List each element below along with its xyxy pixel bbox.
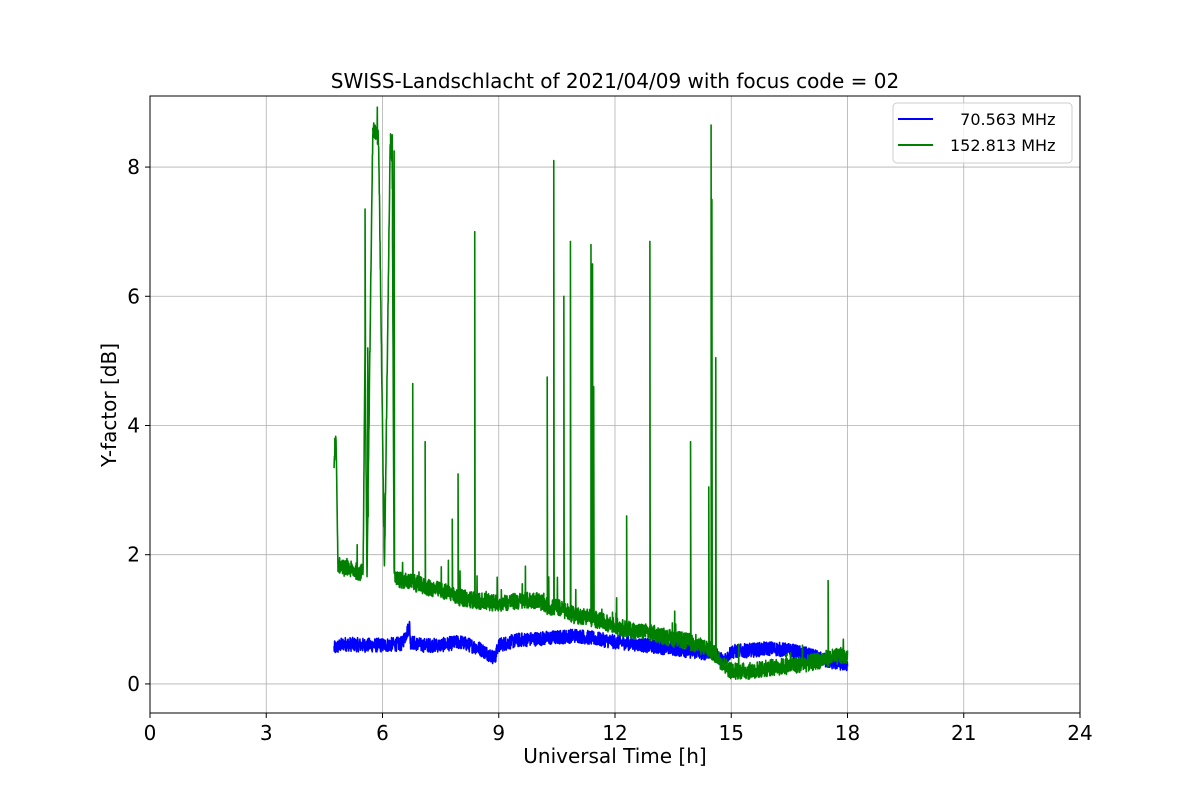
legend-label-70mhz: 70.563 MHz — [950, 110, 1055, 129]
y-tick-label: 6 — [127, 284, 140, 308]
x-axis-label: Universal Time [h] — [523, 744, 706, 768]
chart-title: SWISS-Landschlacht of 2021/04/09 with fo… — [331, 69, 899, 93]
series-line-70mhz — [333, 620, 849, 672]
x-tick-label: 18 — [835, 721, 860, 745]
x-tick-label: 3 — [260, 721, 273, 745]
y-tick-label: 8 — [127, 155, 140, 179]
series-line-152mhz — [333, 106, 849, 681]
x-tick-label: 9 — [492, 721, 505, 745]
x-tick-label: 12 — [602, 721, 627, 745]
legend-label-152mhz: 152.813 MHz — [950, 136, 1055, 155]
x-tick-label: 0 — [144, 721, 157, 745]
x-tick-label: 6 — [376, 721, 389, 745]
y-tick-label: 4 — [127, 413, 140, 437]
y-axis-label: Y-factor [dB] — [97, 343, 121, 468]
x-tick-label: 24 — [1067, 721, 1092, 745]
x-tick-label: 15 — [719, 721, 744, 745]
legend: 70.563 MHz 152.813 MHz — [892, 102, 1073, 164]
y-tick-label: 2 — [127, 543, 140, 567]
y-tick-label: 0 — [127, 672, 140, 696]
x-tick-label: 21 — [951, 721, 976, 745]
